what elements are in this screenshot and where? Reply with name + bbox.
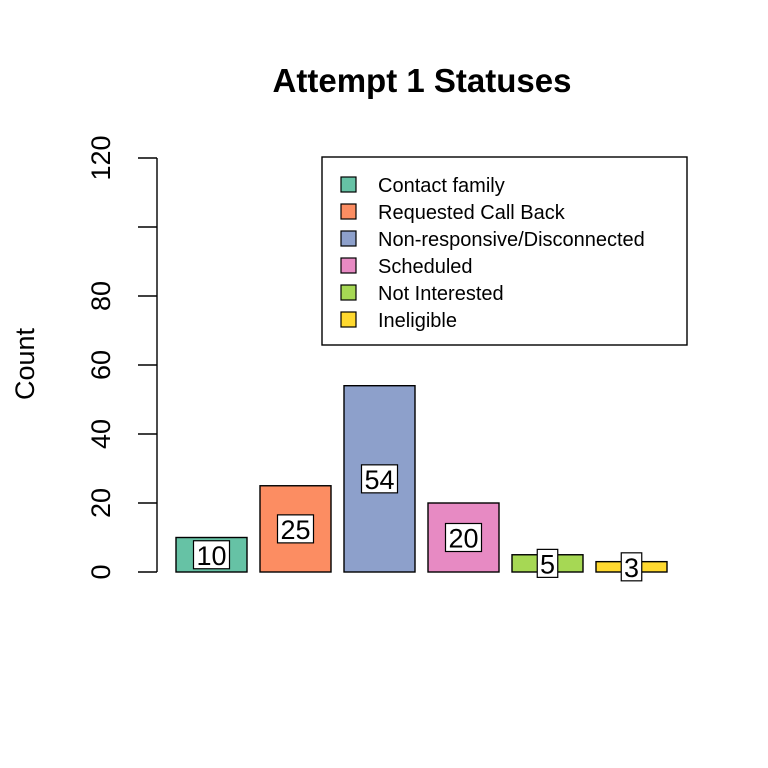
data-label-box: [536, 548, 559, 578]
y-tick-label: 0: [86, 564, 116, 579]
legend: Contact family Requested Call Back Non-res…: [321, 156, 688, 346]
legend-swatch: [340, 257, 357, 274]
data-label-box: [276, 514, 315, 544]
data-label: 3: [624, 553, 639, 583]
legend-entry: Scheduled: [378, 256, 473, 278]
legend-swatch: [340, 284, 357, 301]
y-axis: 0 20 40 60 80 120: [86, 135, 158, 580]
y-tick-label: 40: [86, 419, 116, 449]
data-label: 54: [364, 465, 394, 495]
data-label: 10: [196, 541, 226, 571]
y-tick-label: 60: [86, 350, 116, 380]
bar: [427, 502, 500, 573]
legend-swatch: [340, 311, 357, 328]
data-label-box: [620, 552, 643, 582]
data-label: 5: [540, 549, 555, 579]
legend-swatch: [340, 230, 357, 247]
y-tick-label: 80: [86, 281, 116, 311]
chart-title: Attempt 1 Statuses: [273, 62, 572, 99]
data-label-box: [192, 540, 231, 570]
data-label-box: [360, 464, 399, 494]
data-labels-group: 10 25 54 20 5 3: [192, 464, 643, 583]
legend-entry: Ineligible: [378, 310, 457, 332]
legend-swatch: [340, 176, 357, 193]
y-tick-label: 120: [86, 135, 116, 180]
legend-entry: Contact family: [378, 175, 505, 197]
y-tick-label: 20: [86, 488, 116, 518]
legend-entry: Non-responsive/Disconnected: [378, 229, 645, 251]
legend-box: [321, 156, 688, 346]
bars-group: [175, 385, 668, 573]
legend-swatch: [340, 203, 357, 220]
data-label-box: [444, 522, 483, 553]
legend-entry: Not Interested: [378, 283, 504, 305]
y-axis-label: Count: [10, 327, 40, 400]
data-label: 25: [280, 515, 310, 545]
legend-entry: Requested Call Back: [378, 202, 566, 224]
data-label: 20: [448, 524, 478, 554]
